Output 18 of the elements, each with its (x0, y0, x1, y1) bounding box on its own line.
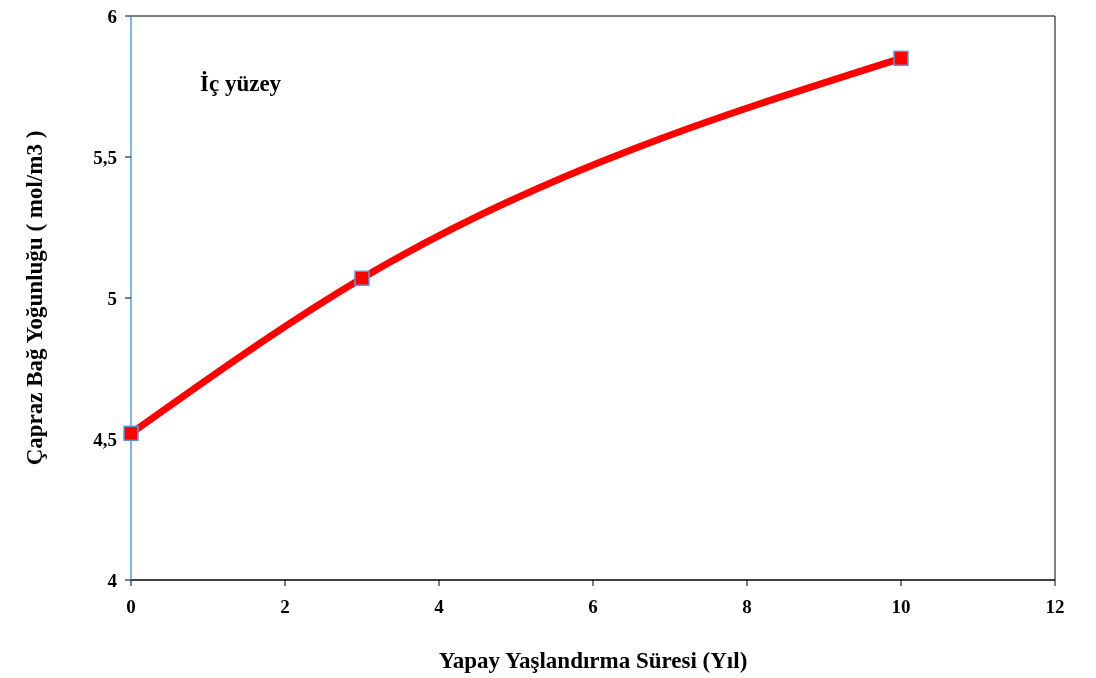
point (123, 425, 139, 442)
y-tick-label: 4 (107, 570, 118, 591)
annotation: İç yüzey (200, 71, 282, 96)
y-tick-label: 4,5 (93, 429, 117, 450)
y-tick-label: 5 (107, 288, 117, 309)
x-tick-label: 2 (280, 596, 290, 617)
x-tick-label: 10 (891, 596, 911, 617)
point (354, 270, 370, 287)
y-axis-title: Çapraz Bağ Yoğunluğu ( mol/m3 ) (22, 130, 47, 466)
x-axis-title: Yapay Yaşlandırma Süresi (Yıl) (438, 648, 748, 673)
x-tick-label: 4 (434, 596, 445, 617)
x-tick-label: 0 (126, 596, 136, 617)
y-tick-label: 5,5 (93, 147, 117, 168)
x-tick-label: 6 (588, 596, 598, 617)
y-tick-label: 6 (107, 6, 117, 27)
x-tick-label: 8 (742, 596, 752, 617)
x-tick-label: 12 (1045, 596, 1065, 617)
point (893, 50, 909, 67)
